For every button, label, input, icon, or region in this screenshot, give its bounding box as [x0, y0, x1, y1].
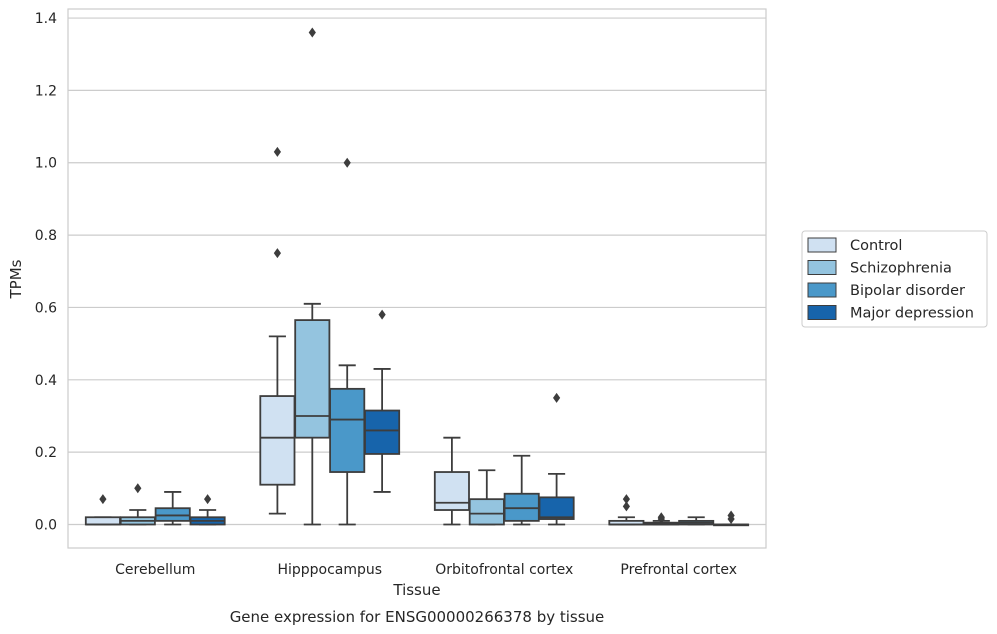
box-body — [329, 387, 366, 473]
x-axis-label: Tissue — [392, 581, 440, 599]
box-group — [189, 494, 226, 526]
x-tick-label: Orbitofrontal cortex — [435, 562, 573, 578]
legend-swatch — [807, 237, 837, 253]
box-group — [468, 469, 505, 526]
outlier-point — [343, 157, 351, 168]
plot-area — [67, 8, 767, 549]
y-tick-label: 0.0 — [35, 517, 57, 533]
box-body — [154, 507, 191, 522]
y-tick-label: 0.8 — [35, 228, 57, 244]
x-tick-labels: Cerebellum Hipppocampus Orbitofrontal cort… — [115, 562, 737, 578]
box-group — [329, 157, 366, 526]
legend-swatch — [807, 305, 837, 320]
outlier-point — [622, 501, 630, 512]
legend: Control Schizophrenia Bipolar disorder Majo… — [801, 230, 988, 328]
outlier-point — [134, 483, 142, 494]
y-tick-label: 1.0 — [35, 156, 57, 172]
box-group — [294, 27, 331, 526]
outlier-point — [553, 392, 561, 403]
y-tick-label: 1.4 — [35, 11, 57, 27]
legend-label: Major depression — [850, 306, 974, 322]
box-body — [84, 516, 121, 526]
box-group — [713, 510, 750, 527]
y-tick-labels: 0.0 0.2 0.4 0.6 0.8 1.0 1.2 1.4 — [35, 11, 57, 533]
y-tick-label: 0.6 — [35, 300, 57, 316]
x-tick-label: Cerebellum — [115, 562, 195, 578]
box-body — [259, 395, 296, 486]
box-body — [468, 498, 505, 526]
box-body — [503, 492, 540, 522]
outlier-point — [204, 494, 212, 505]
legend-label: Schizophrenia — [850, 261, 952, 277]
legend-label: Bipolar disorder — [850, 283, 965, 299]
y-axis-label: TPMs — [7, 259, 25, 299]
legend-label: Control — [850, 238, 902, 254]
box-group — [678, 516, 715, 526]
box-body — [364, 409, 401, 455]
box-body — [433, 471, 470, 511]
x-tick-label: Prefrontal cortex — [620, 562, 737, 578]
box-group — [259, 146, 296, 515]
outlier-point — [99, 494, 107, 505]
y-tick-label: 0.4 — [35, 373, 57, 389]
y-tick-label: 1.2 — [35, 83, 57, 99]
outlier-point — [273, 248, 281, 259]
box-group — [433, 436, 470, 526]
outlier-point — [378, 309, 386, 320]
box-group — [643, 512, 680, 526]
outlier-point — [308, 27, 316, 38]
box-group — [503, 454, 540, 526]
box-body — [294, 319, 331, 439]
box-group — [154, 491, 191, 526]
y-tick-label: 0.2 — [35, 445, 57, 461]
outlier-point — [727, 510, 735, 521]
box-group — [364, 309, 401, 493]
boxes — [84, 27, 750, 527]
legend-swatch — [807, 282, 837, 298]
outlier-point — [657, 512, 665, 523]
box-group — [538, 392, 575, 526]
legend-swatch — [807, 260, 837, 275]
box-group — [84, 494, 121, 526]
box-body — [538, 496, 575, 520]
x-tick-label: Hipppocampus — [277, 562, 382, 578]
figure-caption: Gene expression for ENSG00000266378 by t… — [230, 608, 605, 626]
box-group — [119, 483, 156, 526]
legend-frame — [801, 230, 988, 328]
outlier-point — [273, 146, 281, 157]
outlier-point — [622, 494, 630, 505]
